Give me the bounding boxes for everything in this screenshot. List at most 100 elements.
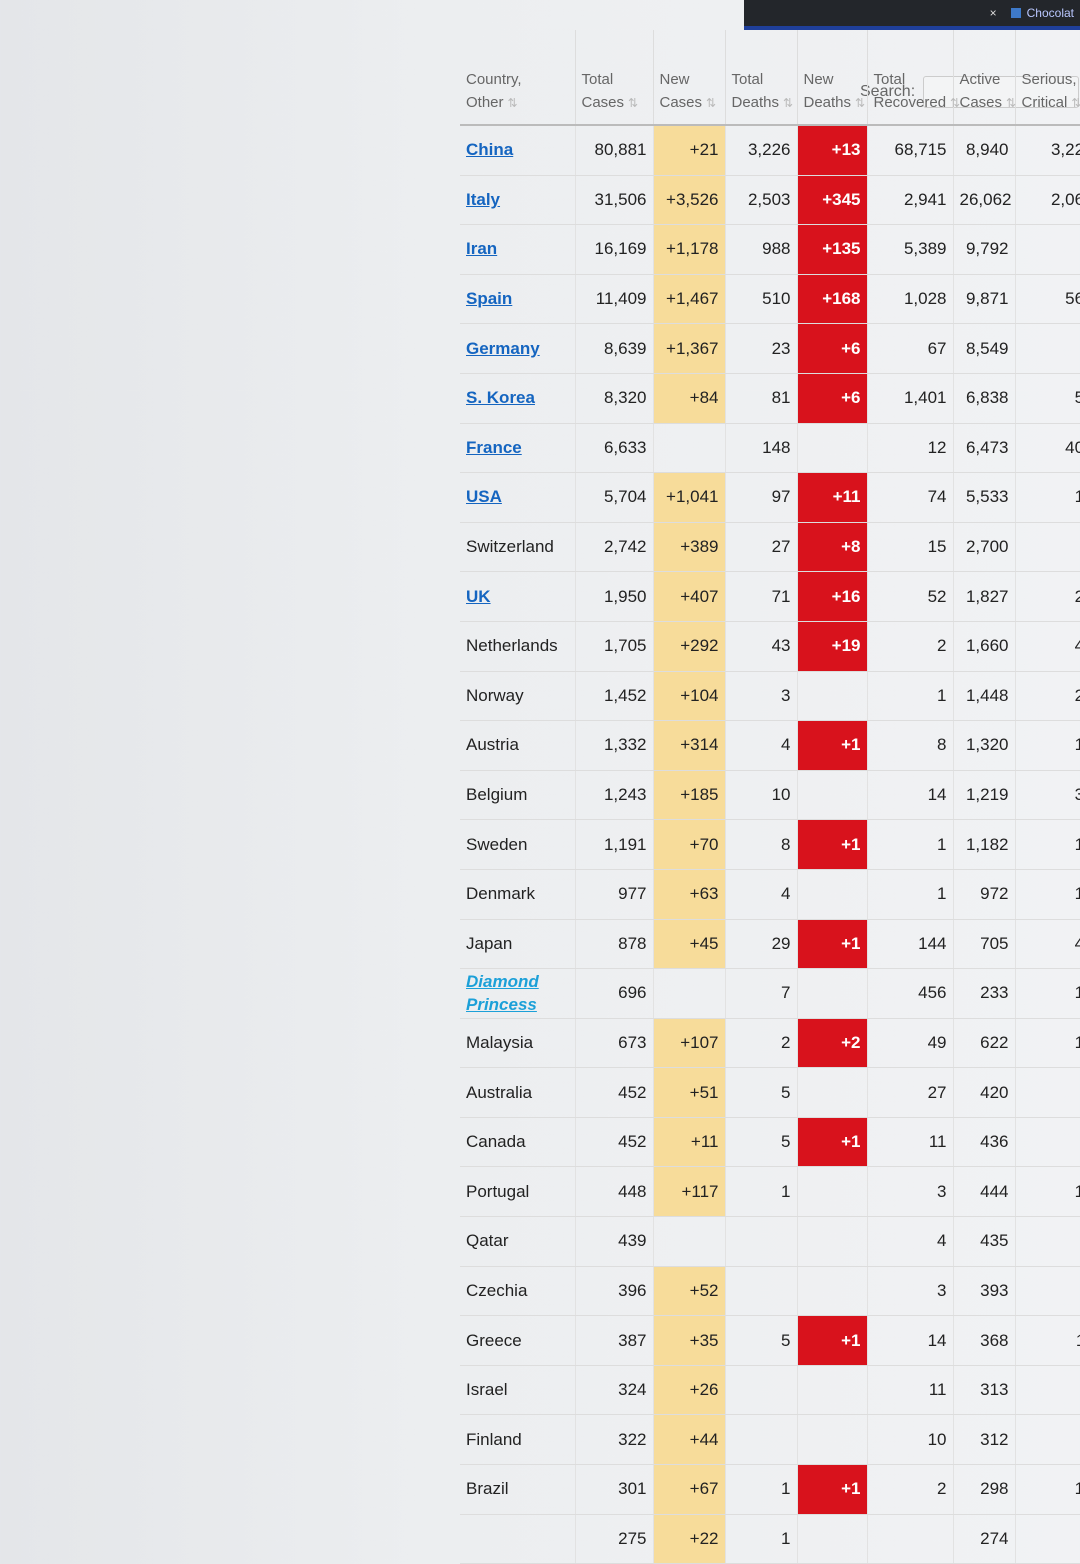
total-deaths-cell: 23 [725,323,798,374]
active-cases-cell: 705 [953,919,1016,970]
total-recovered-cell: 2 [867,621,954,672]
table-row: Sweden 1,191+708+111,18212 [460,819,1080,870]
total-recovered-cell: 49 [867,1018,954,1069]
active-cases-cell: 622 [953,1018,1016,1069]
total-recovered-cell: 144 [867,919,954,970]
new-cases-cell: +1,367 [653,323,726,374]
total-deaths-cell: 71 [725,571,798,622]
country-name: Norway [466,685,524,705]
sort-icon[interactable]: ⇅ [706,95,717,110]
serious-critical-cell [1015,1216,1080,1267]
column-header-serious-critical[interactable]: Serious, Critical ⇅ [1015,30,1080,126]
country-link[interactable]: Iran [466,239,498,259]
serious-critical-cell: 2,060 [1015,175,1080,226]
country-link[interactable]: France [466,437,522,457]
active-cases-cell: 972 [953,869,1016,920]
total-recovered-cell: 10 [867,1414,954,1466]
sort-icon[interactable]: ⇅ [1071,95,1080,110]
country-link[interactable]: Spain [466,289,513,309]
new-deaths-cell [797,423,868,474]
new-deaths-cell [797,1514,868,1564]
total-cases-cell: 673 [575,1018,654,1069]
new-deaths-cell: +8 [797,522,868,573]
column-header-active-cases[interactable]: Active Cases ⇅ [953,30,1017,126]
new-cases-cell: +104 [653,671,726,722]
table-row: Brazil 301+671+1229818 [460,1464,1080,1515]
serious-critical-cell: 12 [1015,720,1080,771]
column-header-total-cases[interactable]: Total Cases ⇅ [575,30,654,126]
total-deaths-cell: 3,226 [725,125,798,176]
active-cases-cell: 1,182 [953,819,1016,870]
countries-table: Country, Other ⇅ Total Cases ⇅ New Cases ⇅ Tot… [460,30,1080,1564]
new-deaths-cell: +6 [797,373,868,424]
new-cases-cell: +314 [653,720,726,771]
serious-critical-cell: 15 [1015,968,1080,1019]
country-name: Finland [466,1429,522,1449]
total-cases-cell: 275 [575,1514,654,1564]
country-link[interactable]: Italy [466,189,501,209]
serious-critical-cell: 20 [1015,571,1080,622]
column-header-new-cases[interactable]: New Cases ⇅ [653,30,726,126]
serious-critical-cell: 1 [1015,1117,1080,1168]
country-cell: Norway [460,671,576,722]
country-link[interactable]: China [466,140,514,160]
sort-icon[interactable]: ⇅ [507,95,518,110]
country-cell: UK [460,571,576,622]
new-deaths-cell [797,770,868,821]
new-cases-cell [653,423,726,474]
table-row: 275+221 2744 [460,1514,1080,1564]
browser-tab[interactable]: Chocolat [1010,6,1074,20]
serious-critical-cell: 12 [1015,819,1080,870]
column-header-total-recovered[interactable]: Total Recovered ⇅ [867,30,960,126]
new-deaths-cell [797,1067,868,1118]
sort-icon[interactable]: ⇅ [1006,95,1017,110]
country-cell: Belgium [460,770,576,821]
new-cases-cell: +117 [653,1166,726,1218]
total-deaths-cell: 2,503 [725,175,798,226]
new-deaths-cell: +19 [797,621,868,672]
serious-critical-cell: 33 [1015,770,1080,821]
close-tab-icon[interactable]: × [989,6,997,20]
country-link[interactable]: USA [466,487,502,507]
column-header-country[interactable]: Country, Other ⇅ [460,30,576,126]
column-header-label: Total Cases [581,71,625,111]
total-deaths-cell: 988 [725,224,798,275]
country-link[interactable]: Diamond Princess [466,971,539,1015]
new-deaths-cell [797,671,868,722]
new-deaths-cell [797,968,868,1019]
sort-icon[interactable]: ⇅ [628,95,639,110]
total-deaths-cell: 5 [725,1315,798,1366]
country-link[interactable]: UK [466,586,491,606]
new-deaths-cell: +1 [797,819,868,870]
country-link[interactable]: S. Korea [466,388,535,408]
new-cases-cell: +107 [653,1018,726,1069]
new-cases-cell: +45 [653,919,726,970]
new-deaths-cell: +2 [797,1018,868,1069]
country-cell: China [460,125,576,176]
total-recovered-cell: 8 [867,720,954,771]
column-header-new-deaths[interactable]: New Deaths ⇅ [797,30,868,126]
sort-icon[interactable]: ⇅ [855,95,866,110]
new-cases-cell: +70 [653,819,726,870]
new-cases-cell: +1,178 [653,224,726,275]
column-header-label: New Deaths [803,71,852,111]
total-recovered-cell: 2 [867,1464,954,1515]
table-row: Australia 452+515 274201 [460,1067,1080,1118]
serious-critical-cell: 12 [1015,472,1080,523]
new-cases-cell: +52 [653,1266,726,1317]
country-cell: Finland [460,1414,576,1466]
country-cell: Netherlands [460,621,576,672]
total-cases-cell: 1,332 [575,720,654,771]
total-cases-cell: 977 [575,869,654,920]
total-deaths-cell: 4 [725,720,798,771]
new-cases-cell: +407 [653,571,726,622]
active-cases-cell: 5,533 [953,472,1016,523]
active-cases-cell: 8,549 [953,323,1016,374]
country-link[interactable]: Germany [466,338,540,358]
total-deaths-cell [725,1414,798,1466]
column-header-total-deaths[interactable]: Total Deaths ⇅ [725,30,798,126]
sort-icon[interactable]: ⇅ [783,95,794,110]
